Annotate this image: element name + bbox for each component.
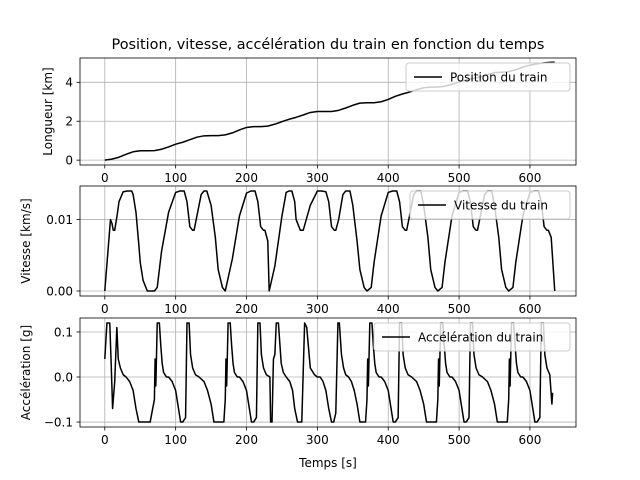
legend-position: Position du train: [405, 62, 571, 92]
subplot-acceleration: 0 100 200 300 400 500 600 −0.1 0.0 0.1 Accélératio…: [19, 317, 577, 447]
legend-vitesse: Vitesse du train: [409, 190, 571, 220]
x-tick-label: 600: [518, 433, 541, 447]
figure-title: Position, vitesse, accélération du train…: [112, 37, 545, 53]
x-axis-label: Temps [s]: [298, 456, 357, 470]
series-line-acceleration: [104, 322, 554, 423]
x-tick-label: 300: [306, 302, 329, 316]
y-axis-label-acceleration: Accélération [g]: [19, 325, 33, 420]
y-tick-label: 0.1: [54, 325, 73, 339]
x-tick-label: 200: [235, 171, 258, 185]
x-tick-label: 300: [306, 171, 329, 185]
x-tick-label: 200: [235, 433, 258, 447]
y-tick-label: 0.0: [54, 370, 73, 384]
x-tick-label: 600: [518, 171, 541, 185]
subplots: 0 100 200 300 400 500 600 0 2 4 Longueur [km] Posit…: [19, 57, 577, 447]
legend-label: Position du train: [450, 70, 548, 84]
y-tick-label: −0.1: [44, 415, 73, 429]
series-line-vitesse: [104, 190, 556, 292]
x-tick-label: 500: [448, 171, 471, 185]
legend-box: [405, 62, 571, 92]
x-tick-label: 500: [448, 302, 471, 316]
axes-frame: [79, 185, 577, 297]
x-tick-label: 500: [448, 433, 471, 447]
x-tick-label: 400: [377, 302, 400, 316]
y-tick-label: 0: [65, 153, 73, 167]
y-tick-label: 2: [65, 115, 73, 129]
x-tick-label: 0: [101, 433, 109, 447]
y-tick-label: 0.00: [46, 284, 73, 298]
axes-frame: [79, 317, 577, 428]
x-tick-label: 300: [306, 433, 329, 447]
x-tick-label: 0: [101, 302, 109, 316]
subplot-position: 0 100 200 300 400 500 600 0 2 4 Longueur [km] Posit…: [41, 57, 577, 185]
legend-box: [409, 190, 571, 220]
x-tick-label: 0: [101, 171, 109, 185]
axes-frame: [79, 57, 577, 166]
legend-box: [373, 322, 571, 352]
x-tick-label: 400: [377, 171, 400, 185]
legend-label: Vitesse du train: [454, 198, 548, 212]
legend-label: Accélération du train: [418, 330, 543, 344]
x-tick-label: 600: [518, 302, 541, 316]
y-tick-label: 0.01: [46, 213, 73, 227]
y-axis-label-position: Longueur [km]: [41, 67, 55, 155]
y-tick-label: 4: [65, 76, 73, 90]
subplot-vitesse: 0 100 200 300 400 500 600 0.00 0.01 Vitesse [km/s…: [19, 185, 577, 316]
x-tick-label: 100: [164, 433, 187, 447]
y-axis-label-vitesse: Vitesse [km/s]: [19, 198, 33, 283]
x-tick-label: 200: [235, 302, 258, 316]
x-tick-label: 100: [164, 171, 187, 185]
legend-acceleration: Accélération du train: [373, 322, 571, 352]
x-tick-label: 400: [377, 433, 400, 447]
x-tick-label: 100: [164, 302, 187, 316]
